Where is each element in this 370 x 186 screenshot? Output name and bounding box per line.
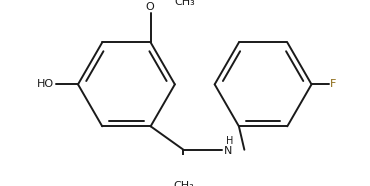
Text: N: N (224, 145, 232, 155)
Text: CH₃: CH₃ (174, 0, 195, 7)
Text: HO: HO (37, 79, 54, 89)
Text: H: H (226, 136, 233, 146)
Text: CH₃: CH₃ (173, 181, 194, 186)
Text: O: O (145, 2, 154, 12)
Text: F: F (330, 79, 337, 89)
